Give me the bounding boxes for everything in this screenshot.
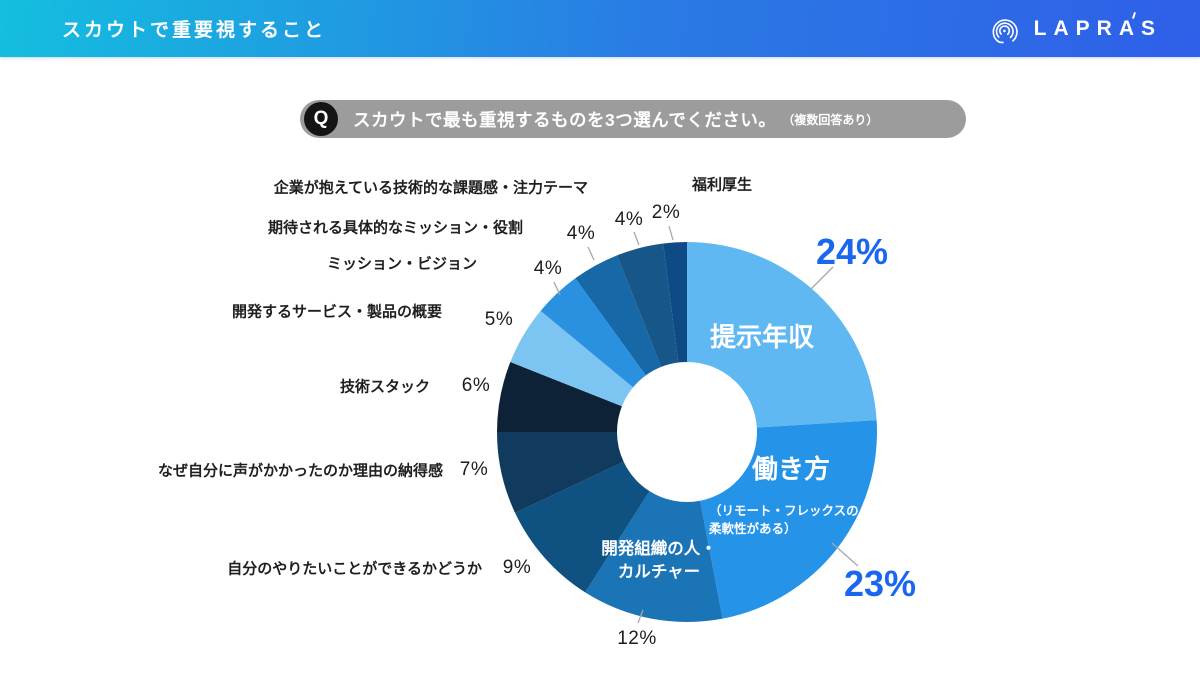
header-bar: スカウトで重要視すること LAPRAS <box>0 0 1200 57</box>
pie-category-label-7: ミッション・ビジョン <box>326 255 477 273</box>
pie-segment-5 <box>497 362 622 432</box>
question-note: （複数回答あり） <box>782 112 879 127</box>
question-text: スカウトで最も重視するものを3つ選んでください。 <box>353 109 777 130</box>
pie-segment-10 <box>663 242 687 363</box>
pie-category-label-8: 期待される具体的なミッション・役割 <box>267 219 523 237</box>
leader-line-6 <box>668 225 674 241</box>
pie-category-label-5: 技術スタック <box>339 378 430 396</box>
pie-segment-1 <box>700 420 877 619</box>
pie-category-label-10: 福利厚生 <box>691 176 753 194</box>
pie-value-label-5: 6% <box>461 375 491 396</box>
pie-category-label-9: 企業が抱えている技術的な課題感・注力テーマ <box>273 179 588 197</box>
donut-chart-svg <box>497 242 877 622</box>
q-badge: Q <box>304 102 338 136</box>
pie-segment-9 <box>617 243 679 367</box>
fingerprint-logo-icon <box>992 18 1018 43</box>
pie-category-label-4: なぜ自分に声がかかったのか理由の納得感 <box>157 462 443 480</box>
pie-segment-6 <box>510 310 634 407</box>
slide-title: スカウトで重要視すること <box>62 20 327 41</box>
brand-name: LAPRAS <box>1033 17 1162 40</box>
pie-segment-3 <box>515 461 650 593</box>
pie-value-label-2: 12% <box>617 628 657 649</box>
pie-category-label-3: 自分のやりたいことができるかどうか <box>227 560 482 578</box>
pie-value-label-4: 7% <box>459 459 489 480</box>
pie-segment-2 <box>585 491 723 622</box>
pie-segment-4 <box>497 432 624 513</box>
pie-value-label-10: 2% <box>651 202 681 223</box>
pie-category-label-6: 開発するサービス・製品の概要 <box>231 303 442 321</box>
pie-segment-7 <box>540 278 646 388</box>
brand-logo: LAPRAS <box>985 11 1162 47</box>
pie-segment-8 <box>575 255 662 376</box>
question-banner: Q スカウトで最も重視するものを3つ選んでください。 （複数回答あり） <box>300 100 966 138</box>
pie-segment-0 <box>687 242 877 428</box>
pie-value-label-9: 4% <box>614 209 644 230</box>
